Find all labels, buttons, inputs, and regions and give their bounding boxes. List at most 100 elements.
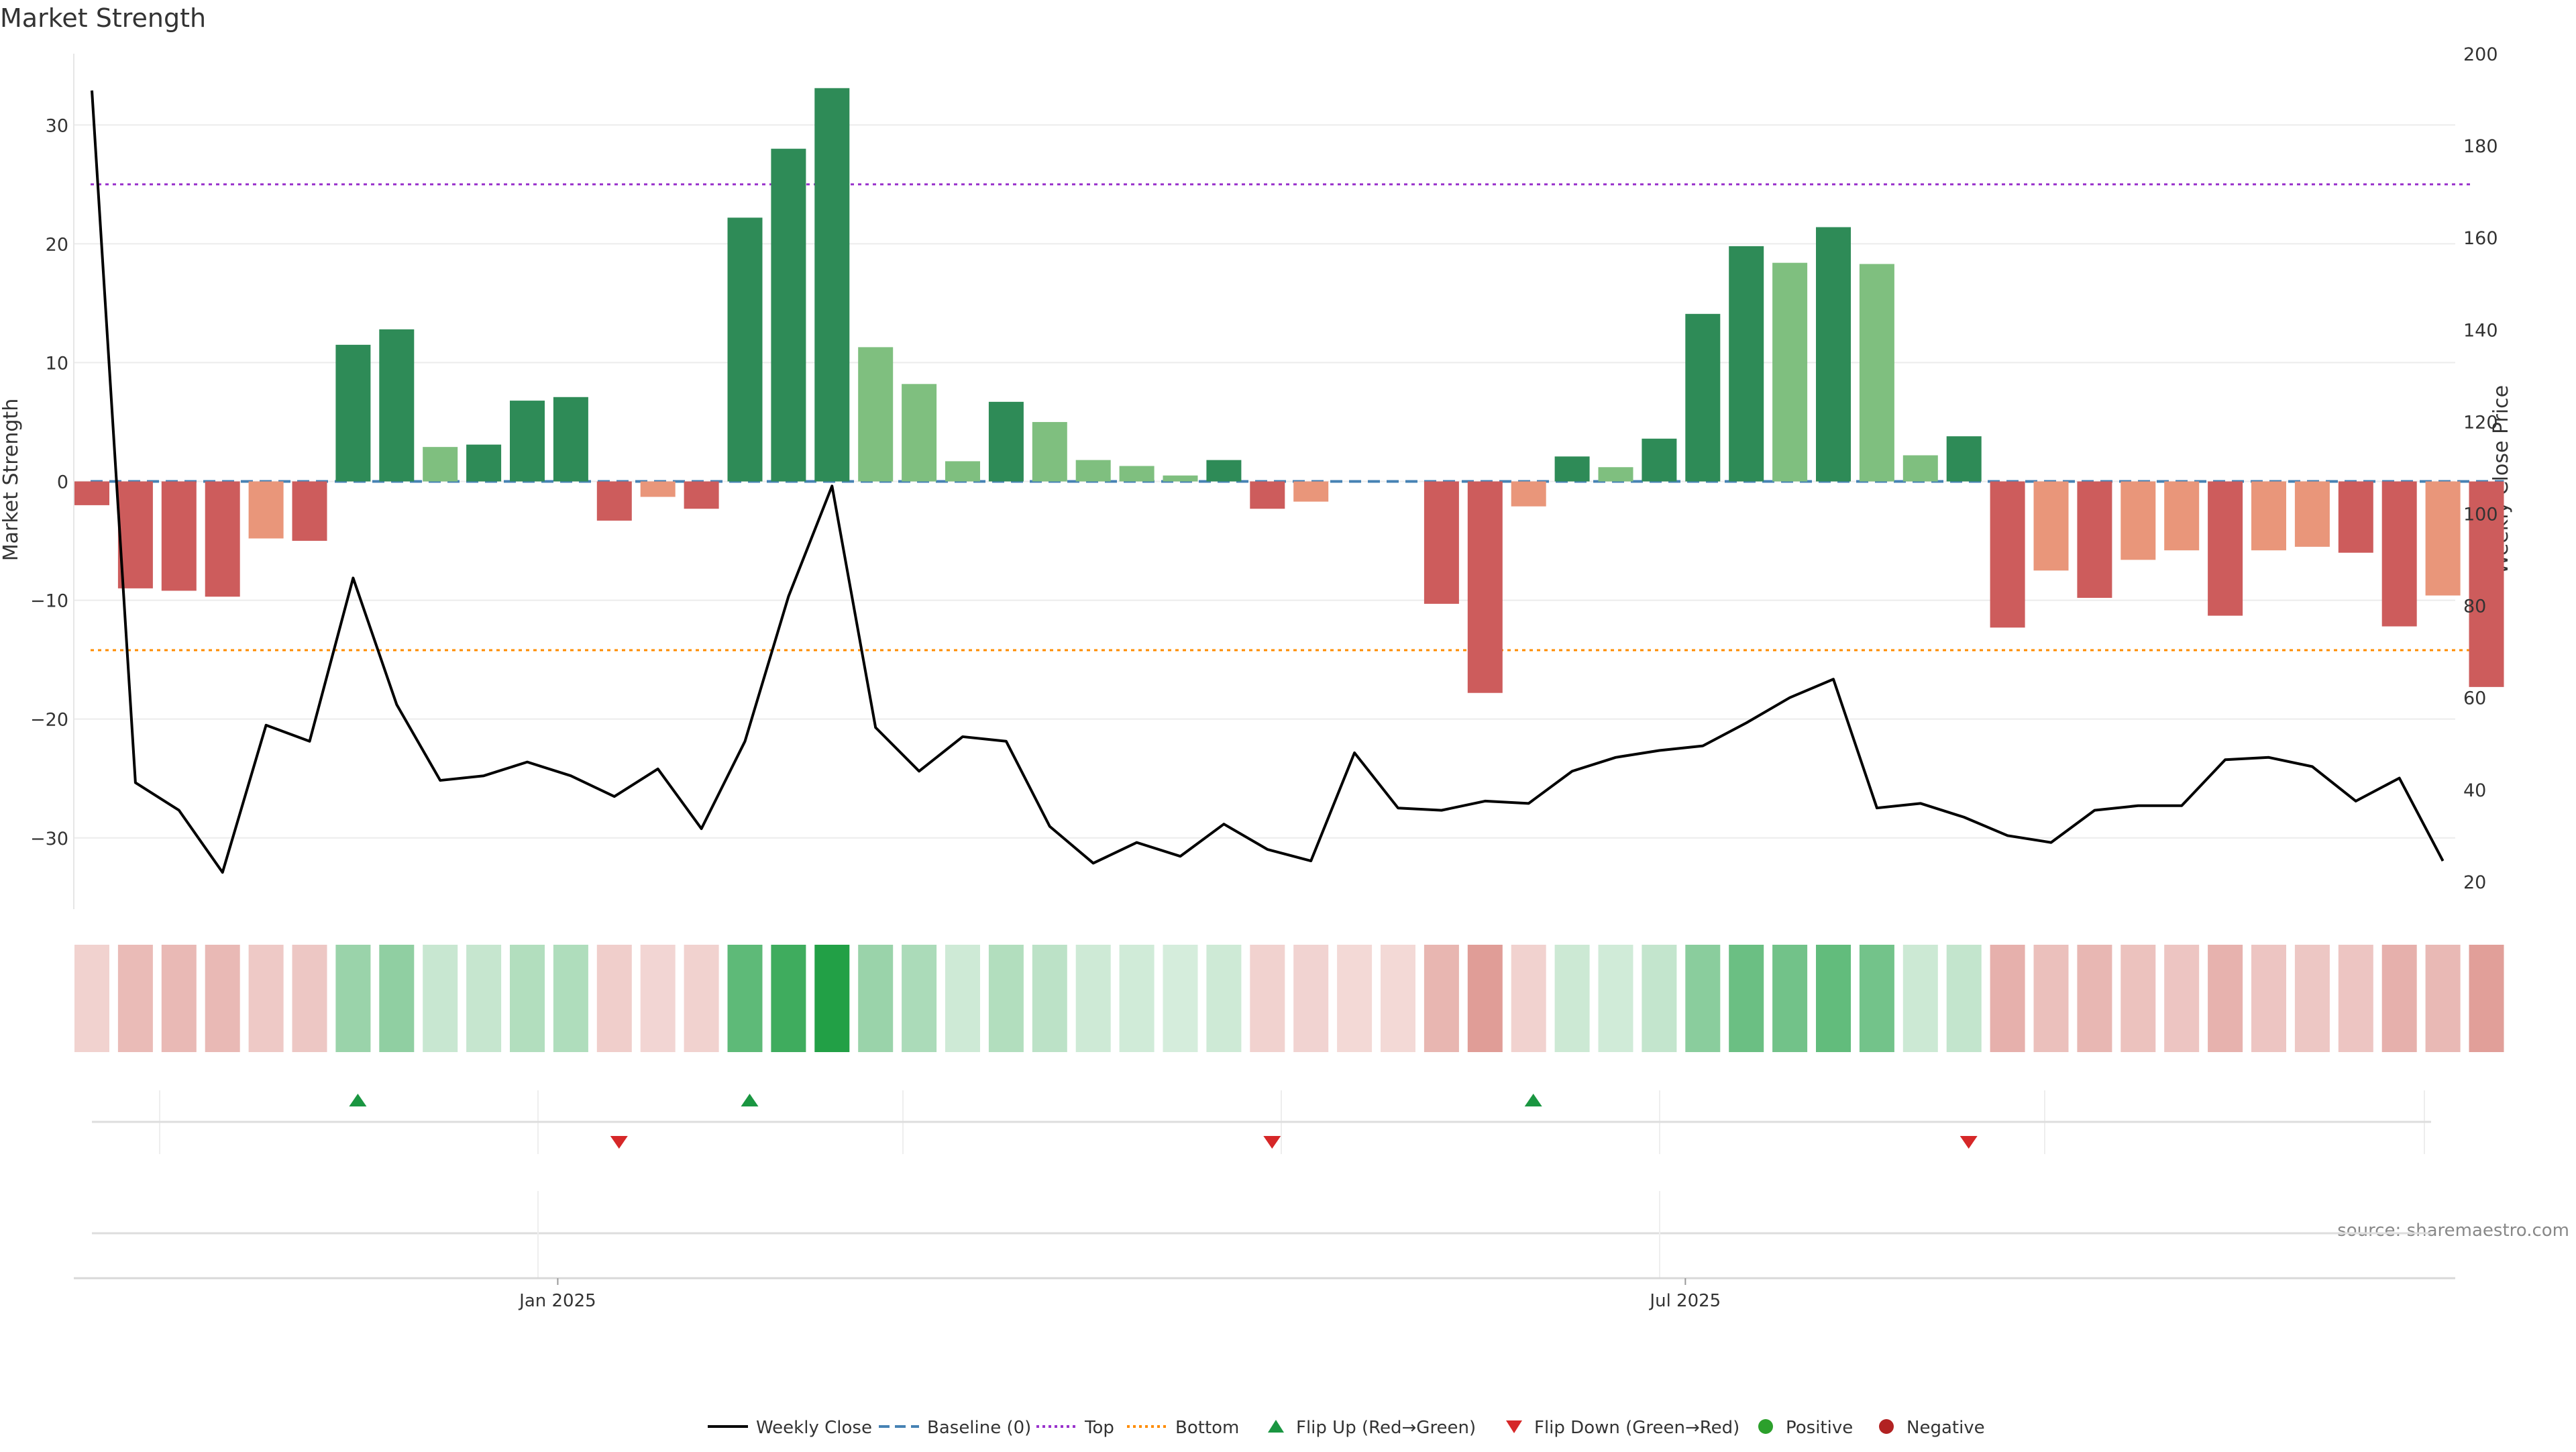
strength-bar bbox=[1163, 475, 1198, 482]
y-right-tick-label: 180 bbox=[2463, 136, 2498, 157]
strength-bars bbox=[74, 88, 2504, 693]
heatmap-cell bbox=[1816, 945, 1851, 1052]
y-right-tick-label: 80 bbox=[2463, 597, 2486, 617]
strength-bar bbox=[2033, 481, 2069, 571]
strength-bar bbox=[945, 461, 980, 482]
heatmap-cell bbox=[161, 945, 197, 1052]
strength-bar bbox=[1075, 460, 1111, 482]
heatmap-cell bbox=[1554, 945, 1590, 1052]
y-right-tick-label: 60 bbox=[2463, 688, 2486, 709]
strength-bar bbox=[858, 347, 894, 482]
heatmap-cell bbox=[1772, 945, 1808, 1052]
source-note: source: sharemaestro.com bbox=[2337, 1221, 2569, 1241]
legend-label: Baseline (0) bbox=[927, 1418, 1031, 1438]
flip-down-marker bbox=[1960, 1136, 1978, 1149]
heatmap-cell bbox=[596, 945, 632, 1052]
strength-bar bbox=[1598, 467, 1633, 482]
flip-down-marker bbox=[1263, 1136, 1281, 1149]
y-right-tick-label: 140 bbox=[2463, 320, 2498, 341]
heatmap-cell bbox=[2033, 945, 2069, 1052]
weekly-close-series bbox=[91, 90, 2445, 874]
heatmap-cell bbox=[2164, 945, 2200, 1052]
strength-bar bbox=[640, 481, 676, 497]
strength-bar bbox=[1685, 313, 1721, 482]
flip-up-marker bbox=[741, 1094, 759, 1106]
heatmap-cell bbox=[640, 945, 676, 1052]
heatmap-cell bbox=[1902, 945, 1938, 1052]
heatmap-cell bbox=[2469, 945, 2504, 1052]
heatmap-cell bbox=[727, 945, 763, 1052]
heatmap-cell bbox=[2251, 945, 2286, 1052]
strength-bar bbox=[510, 401, 545, 482]
strength-bar bbox=[2121, 481, 2156, 560]
y-left-axis-label: Market Strength bbox=[0, 399, 23, 561]
y-right-tick-label: 40 bbox=[2463, 780, 2486, 801]
strength-bar bbox=[74, 481, 109, 505]
y-left-tick-label: −10 bbox=[30, 591, 68, 612]
heatmap-cell bbox=[423, 945, 458, 1052]
heatmap-cell bbox=[684, 945, 719, 1052]
strength-bar bbox=[1859, 264, 1894, 482]
heatmap-cell bbox=[1163, 945, 1198, 1052]
strength-bar bbox=[684, 481, 719, 509]
y-left-tick-label: 20 bbox=[46, 234, 68, 255]
heatmap-cell bbox=[945, 945, 980, 1052]
strength-bar bbox=[1946, 436, 1982, 482]
legend-label: Top bbox=[1084, 1418, 1114, 1438]
strength-bar bbox=[1990, 481, 2025, 628]
flip-up-marker bbox=[349, 1094, 367, 1106]
reference-lines bbox=[91, 183, 2504, 652]
strength-bar bbox=[1119, 466, 1155, 482]
strength-bar bbox=[1642, 438, 1677, 482]
heatmap-cell bbox=[1337, 945, 1373, 1052]
y-right-tick-label: 120 bbox=[2463, 412, 2498, 433]
heatmap-cell bbox=[771, 945, 806, 1052]
heatmap-cell bbox=[117, 945, 153, 1052]
chart-title: Market Strength bbox=[0, 3, 206, 33]
strength-bar bbox=[335, 344, 371, 482]
heatmap-cell bbox=[248, 945, 284, 1052]
y-right-tick-label: 20 bbox=[2463, 872, 2486, 893]
x-tick-label: Jul 2025 bbox=[1648, 1291, 1721, 1311]
strength-bar bbox=[292, 481, 327, 541]
legend-dot-icon bbox=[1879, 1419, 1894, 1434]
heatmap-cell bbox=[1511, 945, 1546, 1052]
weekly-close-line bbox=[91, 90, 2445, 874]
heatmap-cell bbox=[1381, 945, 1415, 1052]
y-right-tick-label: 100 bbox=[2463, 504, 2498, 525]
heatmap-cell bbox=[1467, 945, 1503, 1052]
heatmap-cell bbox=[2294, 945, 2330, 1052]
strength-bar bbox=[1729, 246, 1764, 482]
strength-bar bbox=[423, 447, 458, 482]
strength-bar bbox=[2469, 481, 2504, 687]
strength-bar bbox=[2077, 481, 2112, 599]
heatmap-cell bbox=[2077, 945, 2112, 1052]
y-left-tick-label: 10 bbox=[46, 353, 68, 374]
strength-bar bbox=[205, 481, 240, 597]
legend-label: Bottom bbox=[1175, 1418, 1239, 1438]
x-tick-label: Jan 2025 bbox=[518, 1291, 596, 1311]
heatmap-cell bbox=[510, 945, 545, 1052]
heatmap-cell bbox=[2121, 945, 2156, 1052]
strength-bar bbox=[2294, 481, 2330, 547]
strength-bar bbox=[379, 329, 415, 482]
heatmap-cell bbox=[1685, 945, 1721, 1052]
strength-bar bbox=[988, 401, 1024, 482]
strength-bar bbox=[814, 88, 850, 482]
legend-flip-up-icon bbox=[1268, 1420, 1284, 1433]
strength-bar bbox=[771, 148, 806, 482]
heatmap-cell bbox=[1598, 945, 1633, 1052]
y-left-ticks: 30 20 10 0 −10 −20 −30 bbox=[30, 115, 68, 849]
heatmap-cell bbox=[1946, 945, 1982, 1052]
strength-bar bbox=[1511, 481, 1546, 507]
strength-bar bbox=[1816, 227, 1851, 482]
strength-bar bbox=[902, 384, 937, 482]
strength-bar bbox=[1293, 481, 1329, 502]
heatmap-cell bbox=[1293, 945, 1329, 1052]
heatmap-cell bbox=[74, 945, 109, 1052]
x-axis: Jan 2025 Jul 2025 bbox=[518, 1278, 1721, 1311]
strength-bar bbox=[553, 397, 588, 482]
strength-bar bbox=[1902, 455, 1938, 482]
heatmap-cell bbox=[1206, 945, 1242, 1052]
strength-bar bbox=[596, 481, 632, 521]
